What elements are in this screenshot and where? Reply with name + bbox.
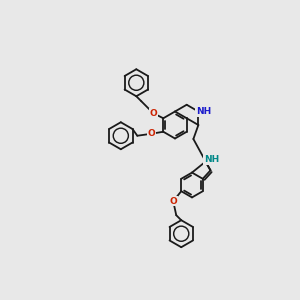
- Text: NH: NH: [196, 107, 211, 116]
- Text: NH: NH: [204, 155, 219, 164]
- Text: O: O: [169, 197, 177, 206]
- Text: O: O: [147, 129, 155, 138]
- Text: O: O: [149, 109, 157, 118]
